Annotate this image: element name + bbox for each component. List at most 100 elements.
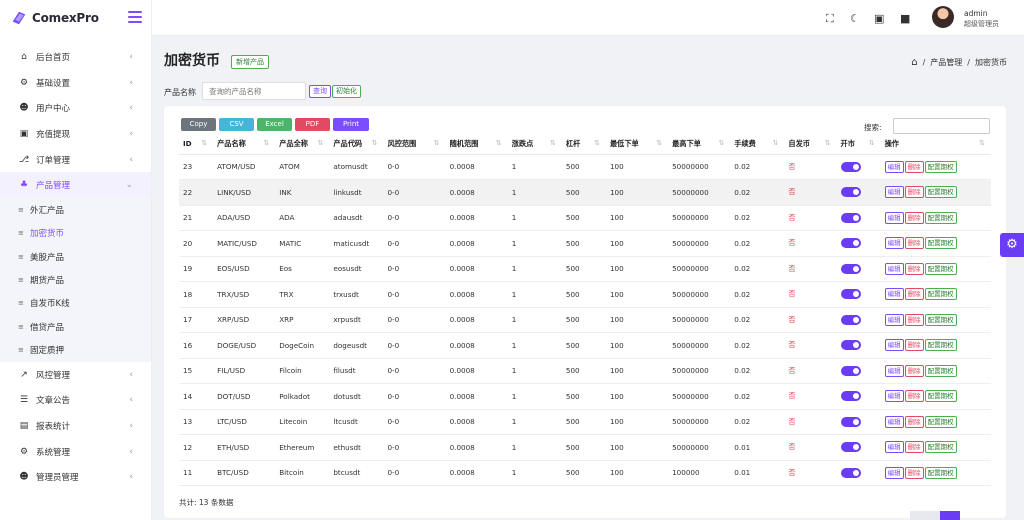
market-open-toggle[interactable] (840, 314, 861, 325)
edit-button[interactable]: 编辑 (884, 186, 904, 199)
delete-button[interactable]: 删除 (904, 211, 924, 224)
reset-button[interactable]: 初始化 (332, 85, 361, 98)
camera-icon[interactable]: ▣ (874, 12, 885, 25)
sort-icon[interactable]: ⇅ (772, 139, 779, 147)
submenu-item-futures[interactable]: ≡ 期货产品 (0, 268, 151, 291)
submenu-item-crypto[interactable]: ≡ 加密货币 (0, 222, 151, 245)
sort-icon[interactable]: ⇅ (550, 139, 556, 147)
delete-button[interactable]: 删除 (904, 466, 924, 479)
column-header[interactable]: 杠杆 ⇅ (561, 134, 606, 155)
breadcrumb-item[interactable]: 产品管理 (930, 58, 963, 67)
sidebar-item-admins[interactable]: ☻ 管理员管理 ‹ (0, 465, 151, 491)
market-open-toggle[interactable] (840, 467, 861, 478)
message-icon[interactable]: ■ (900, 12, 911, 25)
config-option-button[interactable]: 配置期权 (924, 237, 957, 250)
column-header[interactable]: 产品名称 ⇅ (213, 134, 276, 155)
config-option-button[interactable]: 配置期权 (924, 339, 957, 352)
delete-button[interactable]: 删除 (904, 186, 924, 199)
sort-icon[interactable]: ⇅ (263, 139, 270, 147)
edit-button[interactable]: 编辑 (884, 288, 904, 301)
market-open-toggle[interactable] (840, 238, 861, 249)
market-open-toggle[interactable] (840, 289, 861, 300)
config-option-button[interactable]: 配置期权 (924, 313, 957, 326)
menu-toggle-icon[interactable] (128, 11, 142, 23)
edit-button[interactable]: 编辑 (884, 390, 904, 403)
delete-button[interactable]: 删除 (904, 441, 924, 454)
sidebar-item-users[interactable]: ☻ 用户中心 ‹ (0, 95, 151, 121)
home-icon[interactable]: ⌂ (911, 57, 918, 68)
config-option-button[interactable]: 配置期权 (924, 441, 957, 454)
delete-button[interactable]: 删除 (904, 313, 924, 326)
sort-icon[interactable]: ⇅ (824, 139, 831, 147)
column-header[interactable]: 最低下单 ⇅ (605, 134, 669, 155)
pagination[interactable] (910, 511, 960, 520)
table-search-input[interactable] (893, 118, 990, 134)
edit-button[interactable]: 编辑 (884, 466, 904, 479)
copy-button[interactable]: Copy (181, 118, 216, 131)
sidebar-item-articles[interactable]: ☰ 文章公告 ‹ (0, 388, 151, 414)
dark-mode-icon[interactable]: ☾ (850, 12, 860, 25)
column-header[interactable]: 产品全称 ⇅ (275, 134, 330, 155)
submenu-item-us-stocks[interactable]: ≡ 美股产品 (0, 245, 151, 268)
sort-icon[interactable]: ⇅ (201, 139, 208, 147)
market-open-toggle[interactable] (840, 161, 861, 172)
market-open-toggle[interactable] (840, 391, 861, 402)
fullscreen-icon[interactable]: ⛶ (826, 12, 834, 25)
config-option-button[interactable]: 配置期权 (924, 211, 957, 224)
config-option-button[interactable]: 配置期权 (924, 288, 957, 301)
column-header[interactable]: 最高下单 ⇅ (668, 134, 731, 155)
config-option-button[interactable]: 配置期权 (924, 262, 957, 275)
edit-button[interactable]: 编辑 (884, 211, 904, 224)
edit-button[interactable]: 编辑 (884, 415, 904, 428)
column-header[interactable]: 随机范围 ⇅ (445, 134, 508, 155)
sidebar-item-deposit-withdraw[interactable]: ▣ 充值提现 ‹ (0, 121, 151, 147)
config-option-button[interactable]: 配置期权 (924, 415, 957, 428)
sidebar-item-orders[interactable]: ⎇ 订单管理 ‹ (0, 147, 151, 173)
edit-button[interactable]: 编辑 (884, 313, 904, 326)
submenu-item-lending[interactable]: ≡ 借贷产品 (0, 315, 151, 338)
column-header[interactable]: 自发币 ⇅ (784, 134, 837, 155)
column-header[interactable]: 风控范围 ⇅ (383, 134, 446, 155)
market-open-toggle[interactable] (840, 365, 861, 376)
sort-icon[interactable]: ⇅ (979, 139, 985, 147)
config-option-button[interactable]: 配置期权 (924, 364, 957, 377)
user-name[interactable]: admin (964, 9, 988, 18)
sort-icon[interactable]: ⇅ (433, 139, 440, 147)
column-header[interactable]: 手续费 ⇅ (730, 134, 785, 155)
market-open-toggle[interactable] (840, 263, 861, 274)
edit-button[interactable]: 编辑 (884, 160, 904, 173)
config-option-button[interactable]: 配置期权 (924, 466, 957, 479)
delete-button[interactable]: 删除 (904, 237, 924, 250)
sort-icon[interactable]: ⇅ (718, 139, 725, 147)
query-button[interactable]: 查询 (309, 85, 331, 98)
delete-button[interactable]: 删除 (904, 364, 924, 377)
config-option-button[interactable]: 配置期权 (924, 186, 957, 199)
sort-icon[interactable]: ⇅ (656, 139, 663, 147)
delete-button[interactable]: 删除 (904, 339, 924, 352)
product-name-input[interactable] (202, 82, 306, 100)
delete-button[interactable]: 删除 (904, 160, 924, 173)
edit-button[interactable]: 编辑 (884, 339, 904, 352)
sidebar-item-home[interactable]: ⌂ 后台首页 ‹ (0, 44, 151, 70)
print-button[interactable]: Print (333, 118, 369, 131)
market-open-toggle[interactable] (840, 187, 861, 198)
delete-button[interactable]: 删除 (904, 262, 924, 275)
config-option-button[interactable]: 配置期权 (924, 160, 957, 173)
sidebar-item-products[interactable]: ♣ 产品管理 ⌄ (0, 172, 151, 199)
brand-logo[interactable]: ComexPro (0, 0, 151, 36)
add-product-button[interactable]: 新增产品 (231, 55, 269, 69)
submenu-item-forex[interactable]: ≡ 外汇产品 (0, 198, 151, 221)
submenu-item-staking[interactable]: ≡ 固定质押 (0, 338, 151, 361)
market-open-toggle[interactable] (840, 442, 861, 453)
csv-button[interactable]: CSV (219, 118, 254, 131)
excel-button[interactable]: Excel (257, 118, 292, 131)
sort-icon[interactable]: ⇅ (495, 139, 502, 147)
market-open-toggle[interactable] (840, 212, 861, 223)
settings-gear-button[interactable]: ⚙ (1000, 233, 1024, 257)
market-open-toggle[interactable] (840, 416, 861, 427)
submenu-item-token-kline[interactable]: ≡ 自发币K线 (0, 292, 151, 315)
delete-button[interactable]: 删除 (904, 415, 924, 428)
column-header[interactable]: 产品代码 ⇅ (329, 134, 384, 155)
config-option-button[interactable]: 配置期权 (924, 390, 957, 403)
edit-button[interactable]: 编辑 (884, 262, 904, 275)
